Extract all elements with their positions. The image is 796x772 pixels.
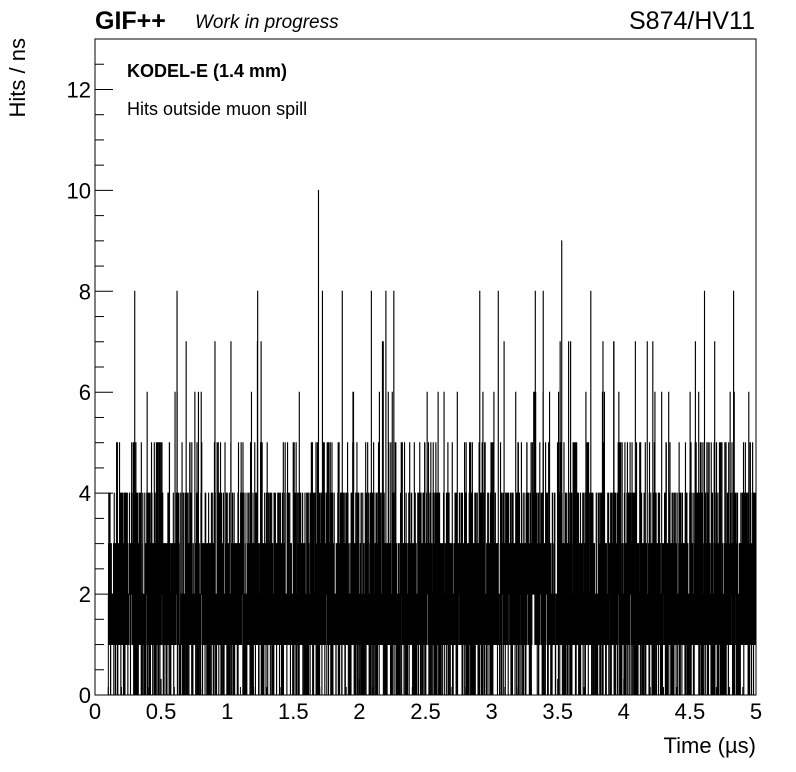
- x-tick-label: 3: [485, 699, 497, 724]
- y-axis-label: Hits / ns: [5, 38, 30, 117]
- axis-ticks: 0 0.5 1 1.5 2 2.5 3 3.5 4 4.5 5 0 2 4 6 8 10 12: [67, 38, 762, 724]
- y-tick-label: 2: [79, 582, 91, 607]
- x-tick-label: 0: [89, 699, 101, 724]
- y-tick-label: 0: [79, 683, 91, 708]
- status-note: Work in progress: [195, 12, 339, 33]
- x-tick-label: 2: [353, 699, 365, 724]
- x-tick-label: 3.5: [542, 699, 573, 724]
- histogram-bars: [95, 189, 757, 696]
- x-tick-label: 1.5: [278, 699, 309, 724]
- y-tick-label: 4: [79, 481, 91, 506]
- x-tick-label: 4: [618, 699, 630, 724]
- x-tick-label: 0.5: [146, 699, 177, 724]
- histogram-series: [95, 189, 757, 696]
- annotation-detector: KODEL-E (1.4 mm): [127, 61, 287, 81]
- experiment-title: GIF++: [95, 7, 166, 35]
- y-tick-label: 10: [67, 178, 91, 203]
- x-axis-label: Time (µs): [663, 733, 756, 758]
- y-tick-label: 8: [79, 279, 91, 304]
- y-tick-label: 12: [67, 77, 91, 102]
- x-tick-label: 2.5: [410, 699, 441, 724]
- x-tick-label: 5: [750, 699, 762, 724]
- x-tick-label: 1: [221, 699, 233, 724]
- run-label: S874/HV11: [628, 7, 755, 35]
- x-tick-label: 4.5: [675, 699, 706, 724]
- y-tick-label: 6: [79, 380, 91, 405]
- annotation-selection: Hits outside muon spill: [127, 99, 307, 119]
